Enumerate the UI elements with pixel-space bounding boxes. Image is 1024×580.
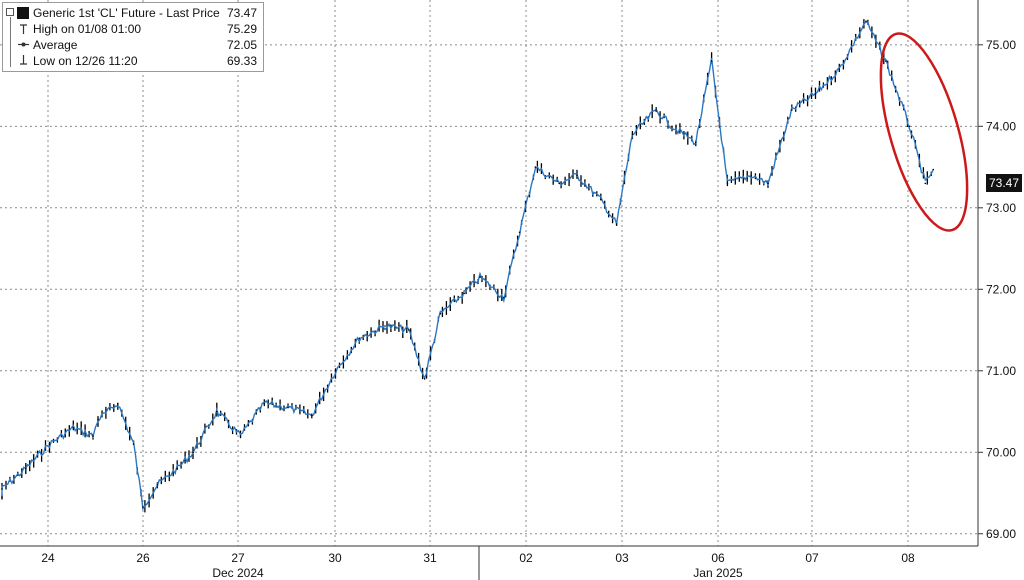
price-point	[334, 370, 337, 372]
y-tick-label: 70.00	[986, 445, 1016, 459]
y-tick-label: 73.00	[986, 201, 1016, 215]
series-swatch-icon	[17, 7, 29, 19]
x-tick-label: 30	[328, 551, 342, 565]
chart-tick-labels: 69.00 70.00 71.00 72.00 73.00 74.00 75.00 24 26 2…	[41, 38, 1016, 580]
price-point	[479, 276, 481, 278]
collapse-icon[interactable]	[6, 8, 14, 16]
x-tick-label: 07	[805, 551, 819, 565]
price-point	[1, 496, 3, 498]
price-point	[216, 410, 218, 413]
x-tick-label: 03	[615, 551, 629, 565]
price-point	[156, 484, 159, 486]
price-point	[358, 337, 361, 340]
price-point	[263, 402, 266, 405]
chart-legend: Generic 1st 'CL' Future - Last Price 73.…	[2, 2, 264, 72]
price-point	[767, 182, 769, 185]
price-point	[710, 60, 713, 62]
price-point	[838, 68, 841, 71]
x-tick-label: 27	[231, 551, 245, 565]
price-point	[908, 125, 911, 128]
price-point	[503, 296, 505, 299]
y-tick-label: 75.00	[986, 38, 1016, 52]
price-point	[192, 451, 194, 454]
price-point	[92, 435, 94, 437]
price-point	[176, 467, 178, 470]
price-point	[932, 168, 935, 171]
x-month-label: Dec 2024	[212, 566, 264, 580]
last-price-tag: 73.47	[986, 174, 1022, 192]
legend-low-value: 69.33	[226, 54, 257, 68]
price-point	[865, 20, 867, 23]
price-point	[655, 109, 657, 111]
price-point	[239, 435, 242, 437]
price-point	[726, 182, 729, 185]
price-point	[885, 60, 887, 62]
price-point	[534, 166, 537, 168]
x-tick-label: 06	[711, 551, 725, 565]
x-tick-label: 24	[41, 551, 55, 565]
price-series	[1, 19, 935, 513]
price-point	[117, 402, 119, 405]
price-point	[631, 133, 634, 136]
legend-low-label: Low on 12/26 11:20	[33, 54, 138, 68]
price-point	[142, 506, 144, 508]
legend-series-title: Generic 1st 'CL' Future - Last Price	[33, 6, 220, 20]
legend-row-low: Low on 12/26 11:20 69.33	[3, 53, 257, 69]
legend-high-value: 75.29	[226, 22, 257, 36]
legend-row-average: Average 72.05	[3, 37, 257, 53]
price-point	[48, 443, 51, 445]
price-point	[463, 292, 466, 295]
price-point	[25, 467, 27, 470]
price-point	[600, 198, 602, 201]
price-point	[408, 329, 410, 331]
price-point	[287, 406, 289, 409]
x-tick-label: 26	[136, 551, 150, 565]
legend-row-high: High on 01/08 01:00 75.29	[3, 21, 257, 37]
price-point	[439, 312, 442, 315]
average-marker-icon	[18, 42, 29, 47]
y-tick-label: 69.00	[986, 527, 1016, 541]
price-point	[384, 325, 386, 327]
price-point	[558, 182, 560, 185]
legend-tree-line	[10, 17, 11, 67]
price-line	[1, 21, 934, 511]
price-point	[615, 223, 618, 225]
price-point	[671, 125, 673, 128]
price-point	[1, 488, 3, 490]
x-tick-label: 02	[519, 551, 533, 565]
price-point	[97, 418, 99, 421]
low-marker-icon	[20, 55, 27, 65]
price-point	[791, 109, 793, 111]
price-point	[576, 174, 578, 176]
chart-axes	[0, 0, 983, 580]
price-point	[695, 141, 697, 144]
legend-last-price-value: 73.47	[226, 6, 257, 20]
x-tick-label: 08	[901, 551, 915, 565]
annotation-circle	[879, 32, 969, 232]
price-point	[311, 414, 313, 417]
price-point	[924, 182, 927, 185]
x-tick-label: 31	[423, 551, 437, 565]
price-point	[132, 443, 135, 445]
price-point	[518, 231, 521, 234]
price-point	[423, 378, 426, 380]
legend-average-label: Average	[33, 38, 78, 52]
legend-high-label: High on 01/08 01:00	[33, 22, 142, 36]
y-tick-label: 71.00	[986, 364, 1016, 378]
price-point	[814, 92, 817, 95]
legend-row-last-price: Generic 1st 'CL' Future - Last Price 73.…	[3, 5, 257, 21]
y-tick-label: 72.00	[986, 282, 1016, 296]
legend-average-value: 72.05	[226, 38, 257, 52]
price-point	[750, 174, 752, 176]
high-marker-icon	[20, 24, 27, 34]
y-tick-label: 74.00	[986, 119, 1016, 133]
x-month-label: Jan 2025	[693, 566, 743, 580]
price-point	[72, 427, 75, 429]
